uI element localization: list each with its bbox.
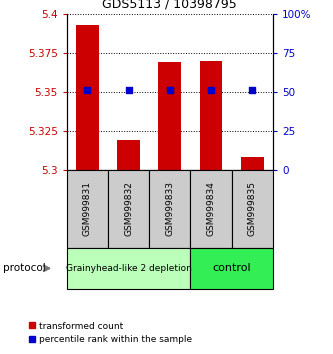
Legend: transformed count, percentile rank within the sample: transformed count, percentile rank withi… bbox=[25, 318, 196, 348]
Bar bbox=[200, 61, 222, 170]
Text: control: control bbox=[212, 263, 251, 273]
Point bbox=[167, 88, 172, 93]
Text: GSM999835: GSM999835 bbox=[248, 181, 257, 236]
Text: GSM999832: GSM999832 bbox=[124, 181, 133, 236]
Bar bbox=[67, 170, 108, 248]
Bar bbox=[117, 140, 140, 170]
Point bbox=[126, 88, 131, 93]
Text: GSM999831: GSM999831 bbox=[83, 181, 92, 236]
Point bbox=[250, 88, 255, 93]
Bar bbox=[190, 248, 273, 289]
Bar bbox=[76, 25, 99, 170]
Text: protocol: protocol bbox=[3, 263, 46, 273]
Point bbox=[85, 88, 90, 93]
Text: GSM999834: GSM999834 bbox=[206, 181, 216, 236]
Bar bbox=[190, 170, 232, 248]
Bar bbox=[108, 170, 149, 248]
Bar bbox=[241, 158, 264, 170]
Point bbox=[208, 88, 214, 93]
Bar bbox=[149, 170, 190, 248]
Bar bbox=[159, 62, 181, 170]
Bar bbox=[67, 248, 190, 289]
Title: GDS5113 / 10398795: GDS5113 / 10398795 bbox=[103, 0, 237, 10]
Text: Grainyhead-like 2 depletion: Grainyhead-like 2 depletion bbox=[66, 264, 191, 273]
Bar bbox=[232, 170, 273, 248]
Text: GSM999833: GSM999833 bbox=[165, 181, 174, 236]
